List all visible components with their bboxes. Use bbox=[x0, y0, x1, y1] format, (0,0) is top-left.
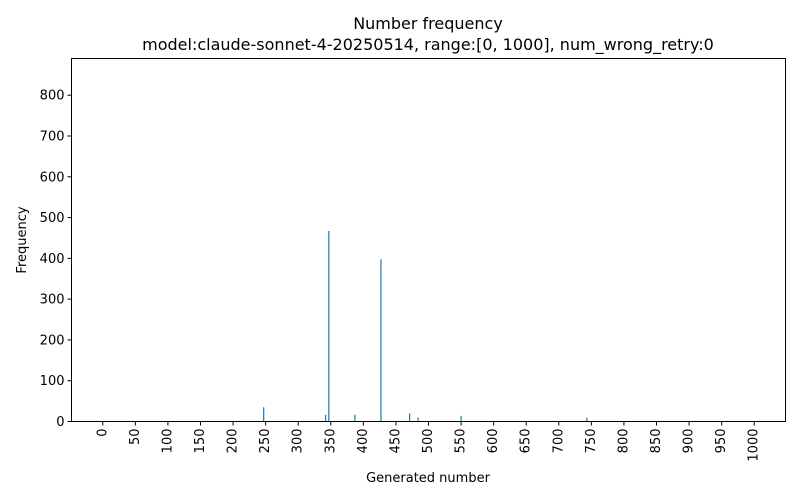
x-tick-label: 900 bbox=[682, 429, 697, 454]
y-tick-label: 700 bbox=[40, 129, 65, 144]
bar bbox=[380, 259, 382, 422]
y-tick-label: 800 bbox=[40, 89, 65, 104]
y-tick-label: 500 bbox=[40, 211, 65, 226]
x-tick-label: 300 bbox=[291, 429, 306, 454]
x-tick-label: 0 bbox=[95, 429, 110, 437]
y-tick-label: 400 bbox=[40, 252, 65, 267]
y-tick-label: 600 bbox=[40, 170, 65, 185]
x-tick-label: 850 bbox=[649, 429, 664, 454]
chart-subtitle: model:claude-sonnet-4-20250514, range:[0… bbox=[142, 35, 714, 55]
x-tick-label: 100 bbox=[160, 429, 175, 454]
x-tick-label: 400 bbox=[356, 429, 371, 454]
x-tick-label: 500 bbox=[421, 429, 436, 454]
y-ticks-group: 0 100 200 300 400 500 600 700 800 bbox=[40, 89, 72, 430]
chart-title: Number frequency bbox=[353, 14, 503, 33]
bar bbox=[324, 414, 327, 422]
bar bbox=[460, 415, 462, 422]
y-tick-label: 300 bbox=[40, 293, 65, 308]
x-tick-label: 800 bbox=[616, 429, 631, 454]
plot-frame bbox=[71, 58, 786, 422]
x-tick-label: 200 bbox=[226, 429, 241, 454]
y-tick-label: 0 bbox=[56, 415, 64, 430]
x-tick-label: 250 bbox=[258, 429, 273, 454]
x-tick-label: 1000 bbox=[747, 429, 762, 462]
bar bbox=[417, 417, 419, 422]
x-tick-label: 700 bbox=[551, 429, 566, 454]
x-tick-label: 600 bbox=[486, 429, 501, 454]
bar bbox=[354, 414, 356, 422]
x-ticks-group: 0 50 100 150 200 250 300 350 400 450 500 550 600 650 7… bbox=[95, 421, 762, 462]
x-tick-label: 450 bbox=[388, 429, 403, 454]
y-axis-label: Frequency bbox=[15, 206, 30, 273]
x-tick-label: 150 bbox=[193, 429, 208, 454]
x-tick-label: 650 bbox=[519, 429, 534, 454]
y-tick-label: 200 bbox=[40, 333, 65, 348]
x-tick-label: 550 bbox=[454, 429, 469, 454]
x-tick-label: 50 bbox=[128, 429, 143, 446]
y-tick-label: 100 bbox=[40, 374, 65, 389]
x-tick-label: 750 bbox=[584, 429, 599, 454]
bar bbox=[586, 417, 588, 422]
x-axis-label: Generated number bbox=[366, 471, 490, 486]
bar bbox=[263, 407, 265, 422]
bar bbox=[328, 231, 330, 422]
x-tick-label: 950 bbox=[714, 429, 729, 454]
bar bbox=[409, 413, 411, 422]
x-tick-label: 350 bbox=[323, 429, 338, 454]
bars-group bbox=[263, 231, 588, 422]
